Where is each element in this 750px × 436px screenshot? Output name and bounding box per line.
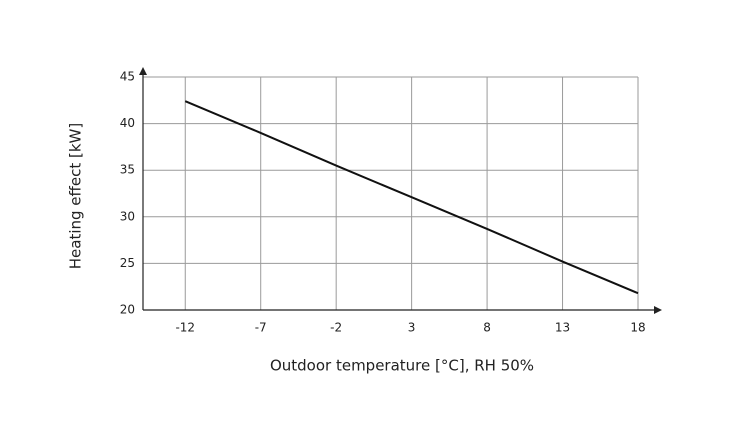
y-tick-label: 35 (120, 163, 135, 177)
x-axis-arrow (654, 306, 662, 314)
x-tick-label: 3 (408, 321, 416, 335)
x-axis-title: Outdoor temperature [°C], RH 50% (270, 357, 534, 375)
y-tick-label: 25 (120, 256, 135, 270)
x-tick-label: -2 (330, 321, 342, 335)
y-tick-label: 20 (120, 303, 135, 317)
y-tick-label: 45 (120, 70, 135, 84)
y-axis-title: Heating effect [kW] (67, 123, 85, 269)
x-tick-label: -7 (255, 321, 267, 335)
y-tick-label: 40 (120, 116, 135, 130)
x-tick-label: 13 (555, 321, 570, 335)
data-line (184, 100, 639, 295)
x-tick-label: 8 (483, 321, 491, 335)
y-tick-label: 30 (120, 209, 135, 223)
y-axis-arrow (139, 67, 147, 75)
x-tick-label: 18 (630, 321, 645, 335)
x-tick-label: -12 (175, 321, 195, 335)
